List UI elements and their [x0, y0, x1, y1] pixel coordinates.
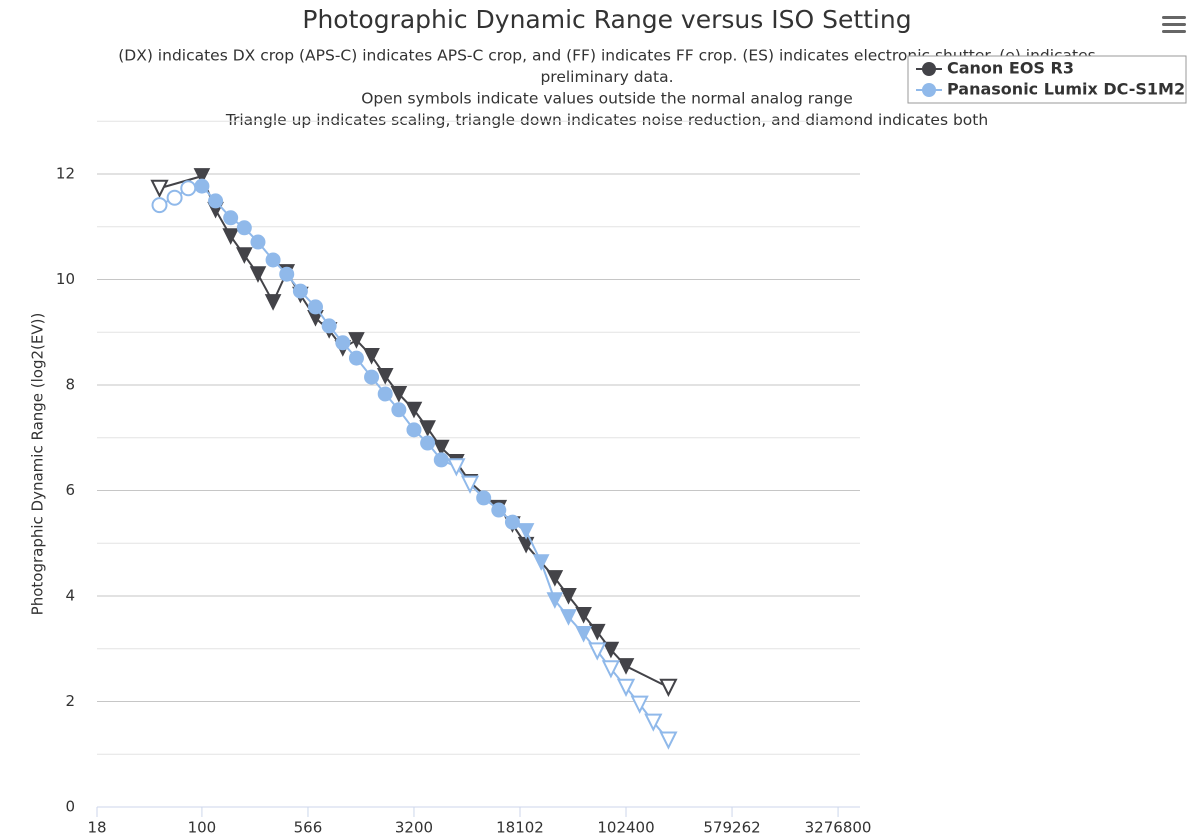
- marker: [151, 197, 168, 214]
- y-axis-label: Photographic Dynamic Range (log2(EV)): [29, 313, 47, 616]
- legend: Canon EOS R3 Panasonic Lumix DC-S1M2: [907, 55, 1187, 104]
- marker: [236, 220, 252, 236]
- marker: [249, 266, 267, 283]
- marker: [659, 678, 678, 697]
- grid: 0 2 4 6 8 10 12 18 100 566 3200 18102 102400 579262 32…: [56, 120, 872, 837]
- x-tick-label: 102400: [597, 819, 654, 837]
- marker: [617, 658, 635, 675]
- x-tick-label: 3276800: [805, 819, 872, 837]
- y-tick-label: 12: [56, 165, 75, 183]
- marker: [223, 210, 239, 226]
- marker: [391, 402, 407, 418]
- series: [151, 178, 678, 750]
- marker: [166, 189, 183, 206]
- chart-title: Photographic Dynamic Range versus ISO Se…: [302, 5, 911, 34]
- marker: [377, 386, 393, 402]
- subtitle: (DX) indicates DX crop (APS-C) indicates…: [118, 47, 1096, 130]
- marker: [193, 168, 211, 185]
- marker: [420, 435, 436, 451]
- menu-bar: [1162, 30, 1186, 33]
- marker: [659, 731, 678, 750]
- marker: [588, 623, 606, 641]
- marker: [194, 178, 210, 194]
- marker: [307, 299, 323, 315]
- marker: [532, 554, 550, 571]
- marker: [364, 369, 380, 385]
- y-tick-label: 8: [65, 376, 75, 394]
- marker: [560, 609, 577, 626]
- marker: [292, 283, 308, 299]
- y-tick-label: 10: [56, 270, 75, 288]
- menu-bar: [1162, 23, 1186, 26]
- y-tick-label: 6: [65, 481, 75, 499]
- marker: [250, 234, 266, 250]
- subtitle-line: Open symbols indicate values outside the…: [361, 90, 853, 108]
- marker: [476, 490, 492, 506]
- marker: [150, 179, 169, 198]
- marker: [180, 180, 197, 197]
- x-tick-label: 3200: [395, 819, 433, 837]
- plot-area: [150, 168, 678, 750]
- marker: [447, 458, 466, 477]
- marker: [491, 502, 507, 518]
- marker: [575, 606, 592, 624]
- series-line: [159, 185, 670, 741]
- x-tick-label: 18102: [496, 819, 544, 837]
- marker: [390, 385, 408, 403]
- legend-label: Panasonic Lumix DC-S1M2: [947, 80, 1185, 99]
- x-tick-label: 579262: [703, 819, 760, 837]
- legend-marker: [922, 83, 936, 97]
- marker: [616, 678, 636, 697]
- marker: [644, 713, 663, 732]
- marker: [279, 266, 295, 282]
- marker: [335, 335, 351, 351]
- marker: [208, 193, 224, 209]
- legend-label: Canon EOS R3: [947, 59, 1074, 78]
- y-tick-label: 4: [65, 587, 75, 605]
- x-tick-label: 566: [294, 819, 323, 837]
- legend-marker: [922, 62, 936, 76]
- marker: [602, 641, 620, 659]
- marker: [546, 592, 564, 609]
- y-tick-label: 0: [65, 798, 75, 816]
- marker: [630, 695, 649, 714]
- subtitle-line: preliminary data.: [540, 68, 673, 86]
- x-tick-label: 18: [87, 819, 106, 837]
- marker: [321, 318, 337, 334]
- marker: [376, 368, 394, 385]
- marker: [236, 247, 253, 264]
- subtitle-line: (DX) indicates DX crop (APS-C) indicates…: [118, 47, 1096, 65]
- subtitle-line: Triangle up indicates scaling, triangle …: [225, 111, 988, 129]
- marker: [348, 350, 364, 366]
- marker: [560, 588, 577, 605]
- marker: [419, 420, 436, 437]
- menu-bar: [1162, 16, 1186, 19]
- marker: [575, 625, 592, 643]
- marker: [588, 642, 607, 661]
- marker: [504, 514, 520, 530]
- legend-box: [907, 55, 1187, 104]
- menu-button[interactable]: [1160, 14, 1188, 38]
- marker: [363, 347, 380, 365]
- marker: [517, 523, 535, 540]
- marker: [222, 228, 239, 245]
- marker: [432, 439, 450, 457]
- y-tick-label: 2: [65, 692, 75, 710]
- marker: [433, 452, 449, 468]
- marker: [546, 570, 564, 587]
- marker: [406, 422, 422, 438]
- x-tick-label: 100: [188, 819, 217, 837]
- marker: [460, 475, 480, 494]
- marker: [348, 332, 365, 349]
- marker: [264, 294, 282, 311]
- marker: [405, 401, 423, 419]
- marker: [601, 660, 621, 679]
- marker: [265, 252, 281, 268]
